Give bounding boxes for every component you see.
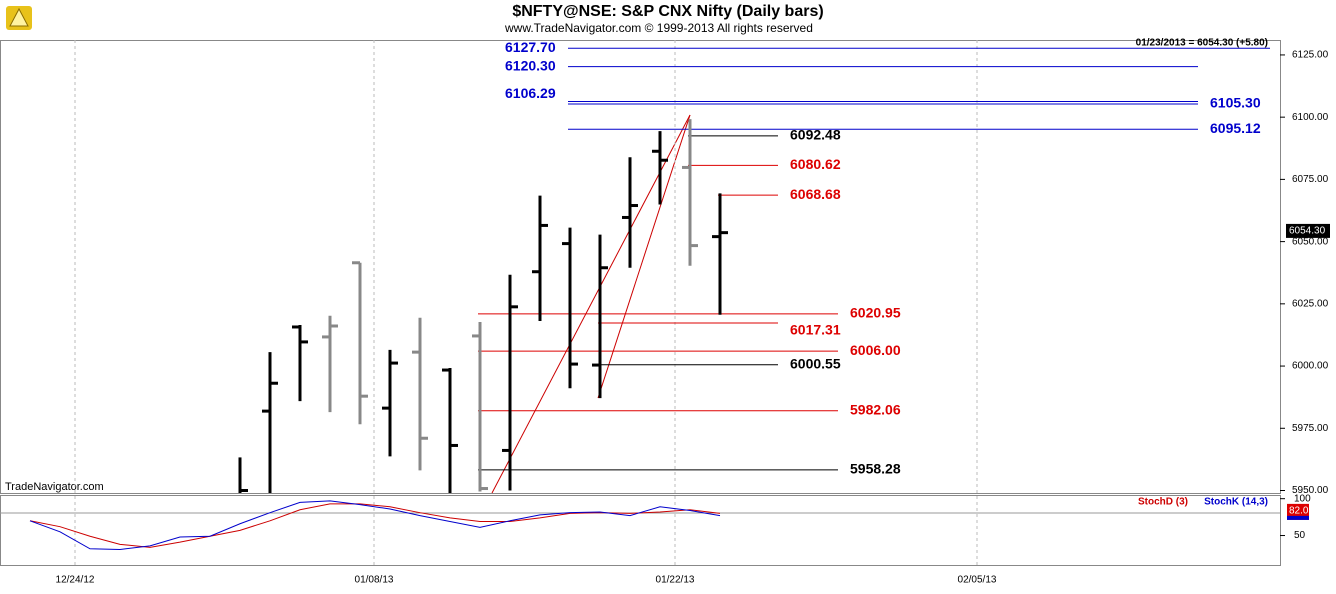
stoch-last-label: 82.09 <box>1289 506 1314 517</box>
level-label: 6095.12 <box>1210 120 1261 136</box>
level-label: 6006.00 <box>850 342 901 358</box>
level-label: 6092.48 <box>790 127 841 143</box>
level-label: 6000.55 <box>790 355 841 371</box>
y-tick-label: 6100.00 <box>1292 112 1329 123</box>
x-tick-label: 12/24/12 <box>56 575 95 586</box>
legend-entry: StochD (3) <box>1138 497 1188 508</box>
quote: 01/23/2013 = 6054.30 (+5.80) <box>1136 38 1268 49</box>
level-label: 6068.68 <box>790 186 841 202</box>
level-label: 6127.70 <box>505 39 556 55</box>
chart-title: $NFTY@NSE: S&P CNX Nifty (Daily bars) <box>512 3 823 20</box>
last-price-box <box>1286 223 1330 238</box>
stoch-panel <box>0 495 1281 566</box>
y-tick-label: 6125.00 <box>1292 50 1329 61</box>
legend-entry: StochK (14,3) <box>1204 497 1268 508</box>
y-tick-label: 6075.00 <box>1292 174 1329 185</box>
level-label: 6105.30 <box>1210 95 1261 111</box>
y-tick-label: 5950.00 <box>1292 485 1329 496</box>
level-label: 5982.06 <box>850 401 901 417</box>
y-tick-label: 50 <box>1294 530 1306 541</box>
y-tick-label: 6025.00 <box>1292 298 1329 309</box>
watermark: TradeNavigator.com <box>5 481 104 493</box>
y-tick-label: 100 <box>1294 493 1311 504</box>
y-tick-label: 6050.00 <box>1292 236 1329 247</box>
x-tick-label: 02/05/13 <box>958 575 997 586</box>
level-label: 5958.28 <box>850 461 901 477</box>
x-tick-label: 01/22/13 <box>656 575 695 586</box>
level-label: 6120.30 <box>505 57 556 73</box>
price-panel <box>0 40 1281 494</box>
y-tick-label: 6000.00 <box>1292 361 1329 372</box>
level-label: 6080.62 <box>790 156 841 172</box>
last-price-label: 6054.30 <box>1289 226 1326 237</box>
logo <box>6 6 32 30</box>
trend-line <box>491 114 691 494</box>
level-label: 6017.31 <box>790 322 841 338</box>
x-tick-label: 01/08/13 <box>355 575 394 586</box>
level-label: 6020.95 <box>850 305 901 321</box>
subtitle: www.TradeNavigator.com © 1999-2013 All r… <box>504 21 813 35</box>
stoch-last-box-k <box>1287 515 1309 520</box>
level-label: 6106.29 <box>505 85 556 101</box>
stoch-line <box>29 500 721 551</box>
y-tick-label: 5975.00 <box>1292 423 1329 434</box>
bars <box>238 119 728 493</box>
